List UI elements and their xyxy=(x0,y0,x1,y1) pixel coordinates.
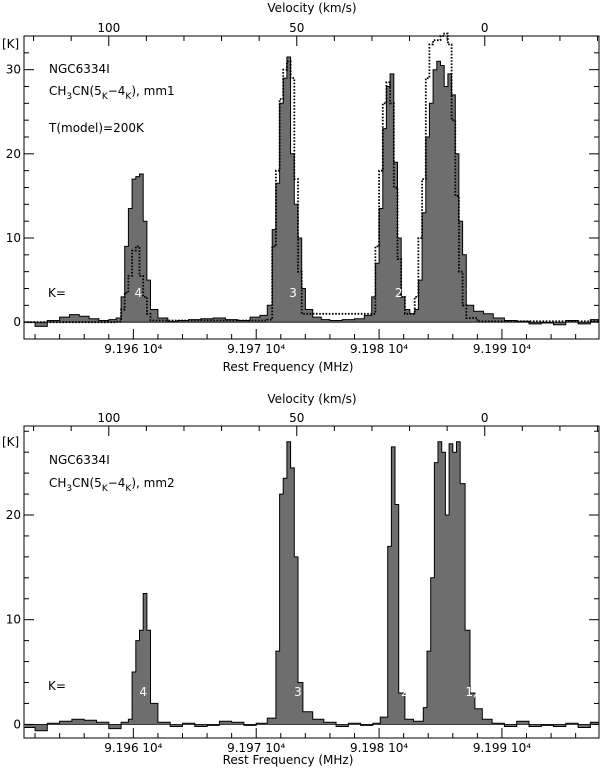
x2-tick-label: 100 xyxy=(97,21,120,35)
peak-labels: 4 3 2 1,0 xyxy=(134,286,484,300)
peak-k-label: 2 xyxy=(395,286,403,300)
y-tick-label: 20 xyxy=(6,508,21,522)
x2-tick-label: 50 xyxy=(289,411,304,425)
model-spectrum-line xyxy=(24,32,600,324)
k-label: K= xyxy=(48,286,66,300)
x-tick-label: 9.198 10⁴ xyxy=(350,741,408,755)
peak-k-label: 4 xyxy=(134,286,142,300)
observed-spectrum-outline xyxy=(24,441,600,732)
observed-spectrum-fill xyxy=(24,441,599,731)
source-name: NGC6334I xyxy=(49,453,110,467)
plot-frame xyxy=(23,425,600,739)
source-name: NGC6334I xyxy=(49,62,110,76)
peak-labels: 4 3 2 1,0 xyxy=(139,685,484,699)
x-tick-label: 9.196 10⁴ xyxy=(104,741,162,755)
x2-tick-label: 100 xyxy=(97,411,120,425)
peak-k-label: 3 xyxy=(294,685,302,699)
transition-label: CH3CN(5K−4K), mm1 xyxy=(49,84,175,102)
y-tick-label: 10 xyxy=(6,613,21,627)
x-tick-label: 9.199 10⁴ xyxy=(473,741,531,755)
peak-k-label: 4 xyxy=(139,685,147,699)
y-tick-label: 20 xyxy=(6,147,21,161)
model-temperature-label: T(model)=200K xyxy=(48,121,145,135)
y-unit-label: [K] xyxy=(2,37,19,51)
model-spectrum-layer xyxy=(24,32,600,324)
x2-axis-title: Velocity (km/s) xyxy=(267,392,356,406)
observed-spectrum-layer xyxy=(24,441,600,732)
x2-tick-label: 50 xyxy=(289,21,304,35)
k-label: K= xyxy=(48,679,66,693)
y-tick-label: 30 xyxy=(6,63,21,77)
observed-spectrum-outline xyxy=(24,56,600,327)
x-axis-title: Rest Frequency (MHz) xyxy=(223,753,354,767)
plot-frame xyxy=(23,35,600,340)
x-tick-label: 9.197 10⁴ xyxy=(227,741,285,755)
x2-tick-label: 0 xyxy=(481,21,489,35)
x-tick-label: 9.198 10⁴ xyxy=(350,342,408,356)
y-tick-label: 10 xyxy=(6,231,21,245)
x2-axis-title: Velocity (km/s) xyxy=(267,1,356,15)
x-tick-label: 9.197 10⁴ xyxy=(227,342,285,356)
x-axis-title: Rest Frequency (MHz) xyxy=(223,360,354,374)
x2-tick-label: 0 xyxy=(481,411,489,425)
y-unit-label: [K] xyxy=(2,435,19,449)
x-tick-label: 9.199 10⁴ xyxy=(473,342,531,356)
peak-k-label: 2 xyxy=(401,685,409,699)
peak-k-label: 1,0 xyxy=(465,286,484,300)
y-tick-label: 0 xyxy=(13,717,21,731)
peak-k-label: 3 xyxy=(289,286,297,300)
x-tick-label: 9.196 10⁴ xyxy=(104,342,162,356)
transition-label: CH3CN(5K−4K), mm2 xyxy=(49,476,175,494)
peak-k-label: 1,0 xyxy=(465,685,484,699)
y-tick-label: 0 xyxy=(13,315,21,329)
